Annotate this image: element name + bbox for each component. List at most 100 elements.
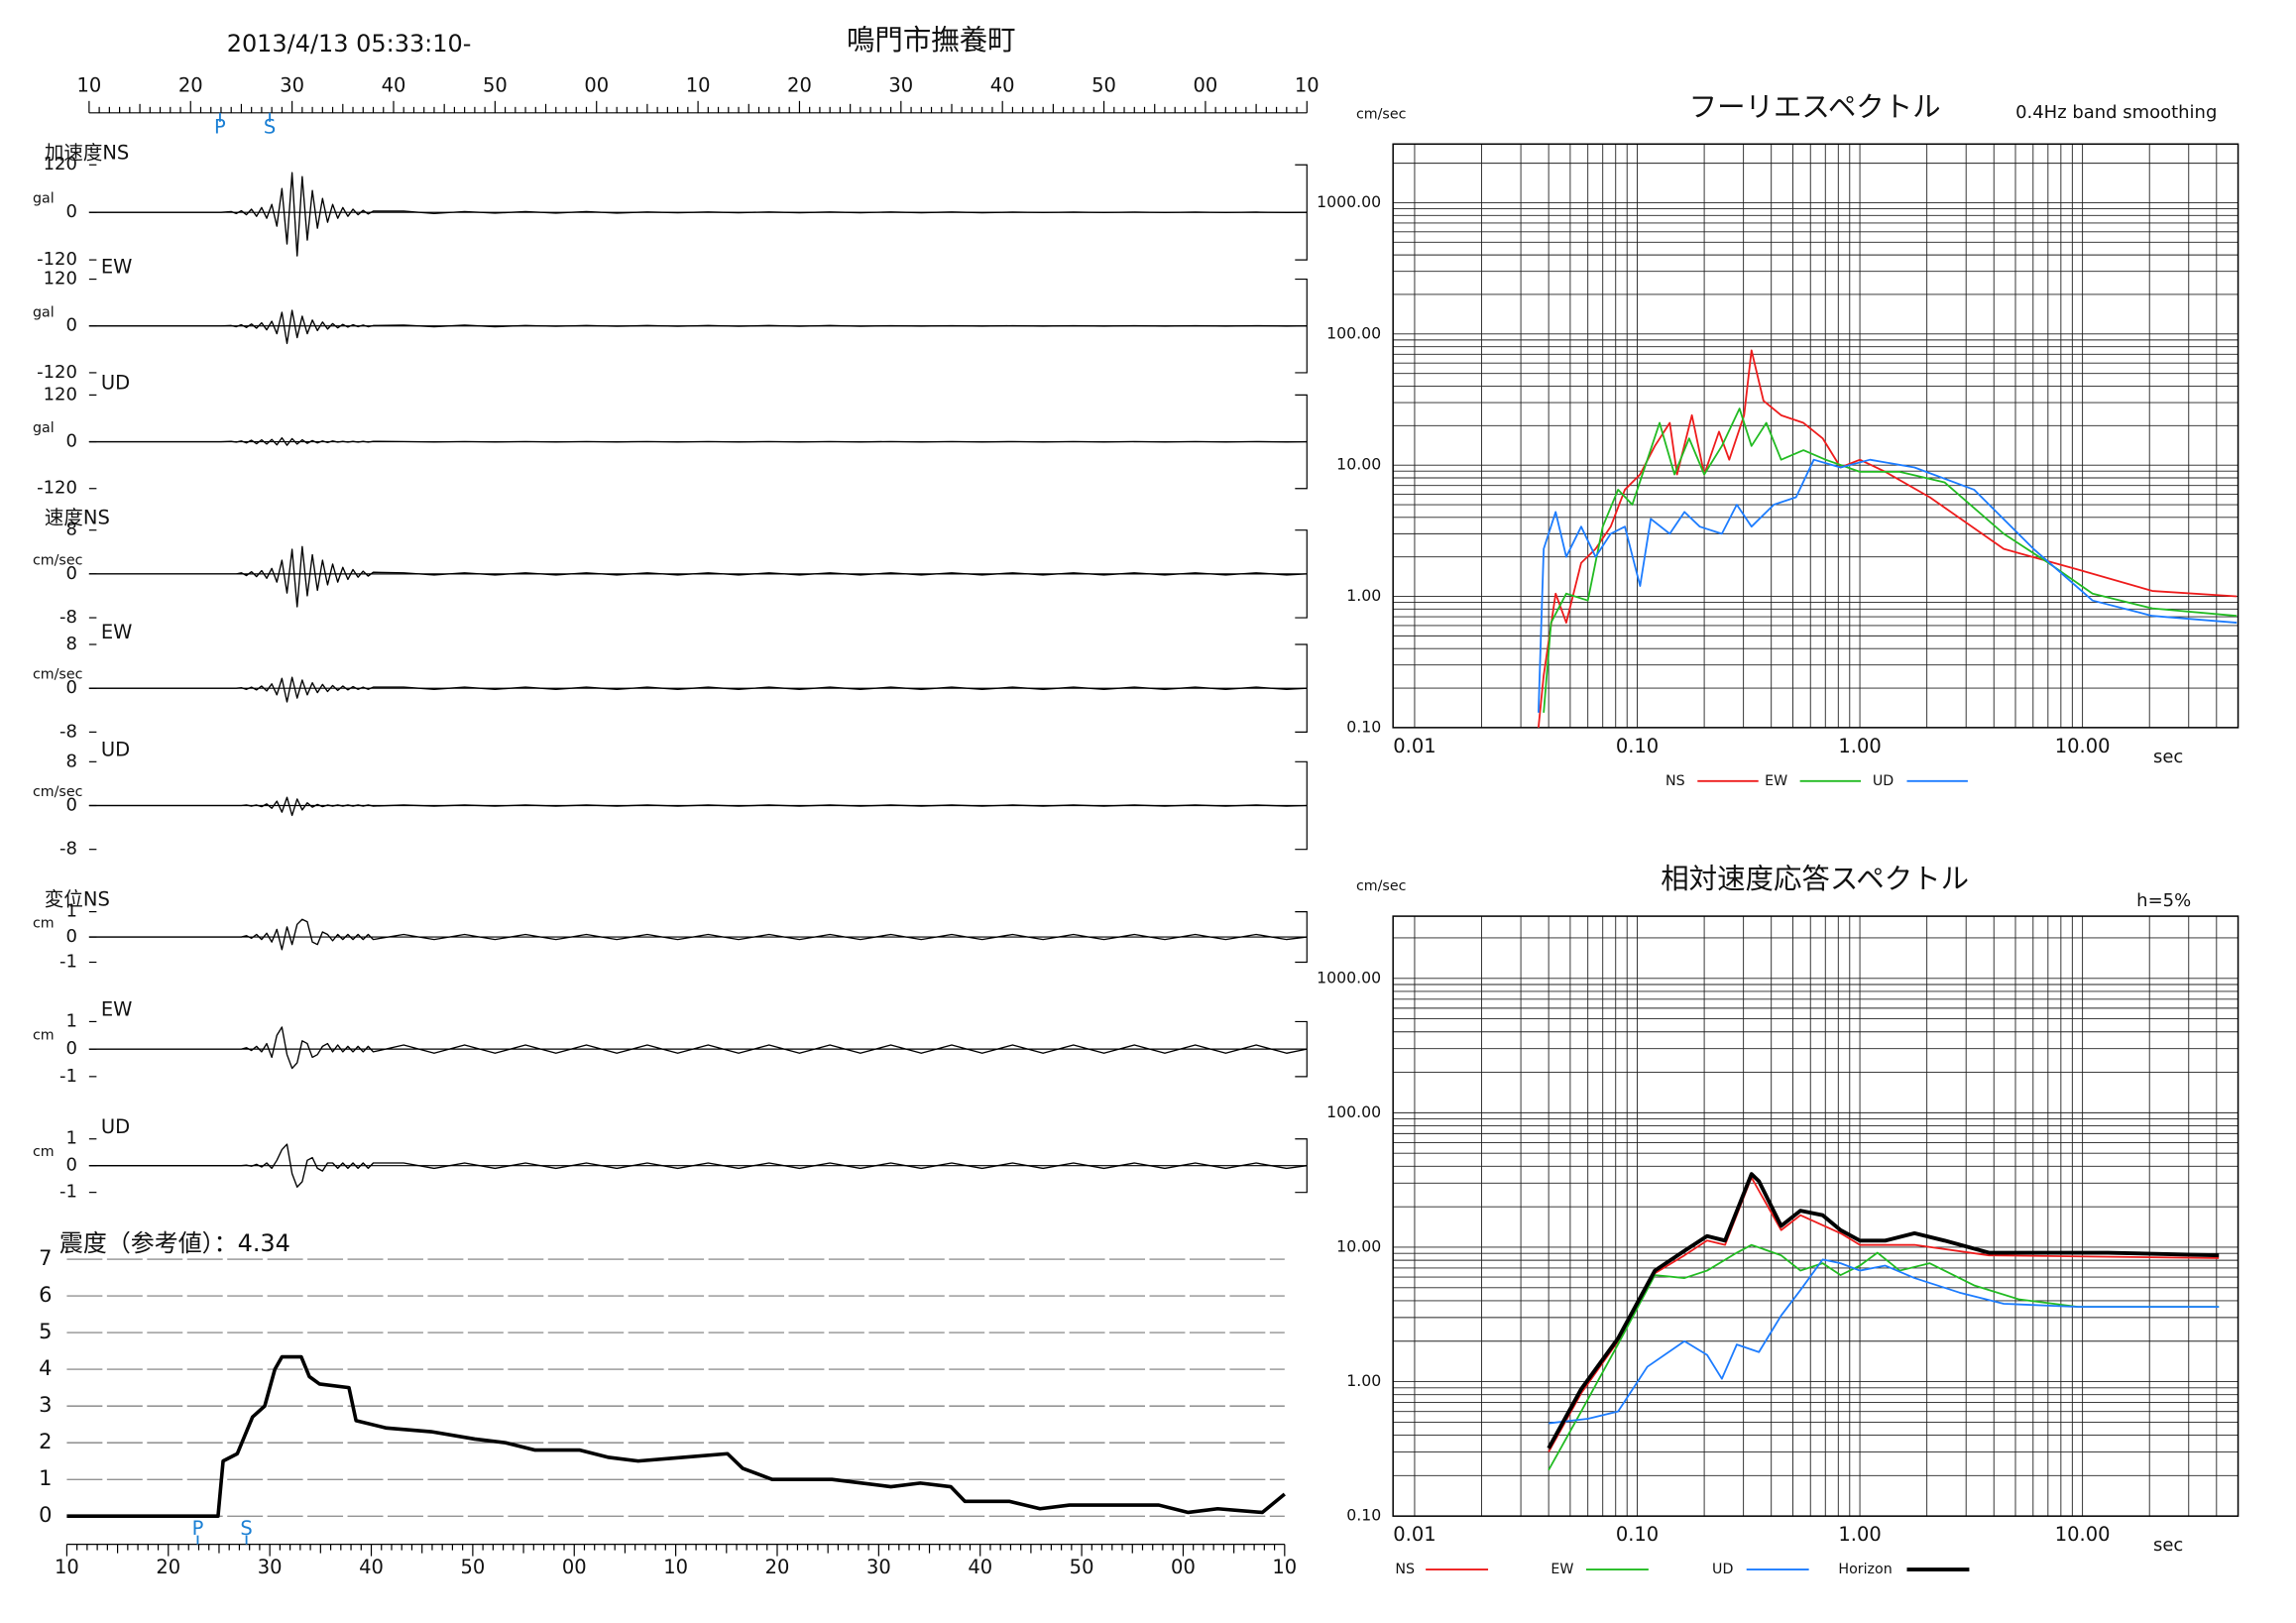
x-tick-label: 10 xyxy=(663,1556,688,1578)
spectrum-line xyxy=(1537,458,2238,713)
y-tick-label: -120 xyxy=(37,249,77,270)
trace-component: EW xyxy=(101,255,133,278)
y-tick-label: -120 xyxy=(37,478,77,499)
trace-unit: cm/sec xyxy=(33,552,82,568)
x-tick-label: 50 xyxy=(483,73,508,96)
waveform xyxy=(88,309,1308,345)
trace-group: 加速度 xyxy=(45,141,102,164)
spectrum-subtitle: h=5% xyxy=(2136,890,2191,911)
y-tick-label: 2 xyxy=(39,1430,52,1453)
y-tick-label: 10.00 xyxy=(1336,455,1381,474)
y-tick-label: 0 xyxy=(65,795,76,816)
trace-label: EW xyxy=(101,255,133,278)
trace-label: UD xyxy=(101,738,130,760)
y-tick-label: 0.10 xyxy=(1346,717,1381,736)
y-tick-label: 0 xyxy=(65,315,76,336)
intensity-title: 震度（参考値）：4.34 xyxy=(59,1229,290,1257)
spectrum-line xyxy=(1548,1176,2220,1452)
y-tick-label: -8 xyxy=(59,721,77,742)
x-tick-label: 10.00 xyxy=(2055,735,2111,757)
x-tick-label: 20 xyxy=(765,1556,790,1578)
spectrum-line xyxy=(1543,407,2238,713)
y-tick-label: 8 xyxy=(65,634,76,654)
trace-unit: cm xyxy=(33,916,55,932)
plot-frame xyxy=(1392,915,2239,1517)
y-tick-label: 0 xyxy=(65,431,76,452)
waveform xyxy=(88,1143,1308,1188)
y-tick-label: 5 xyxy=(39,1320,52,1343)
phase-label: S xyxy=(240,1517,252,1540)
x-tick-label: 00 xyxy=(584,73,609,96)
plot-frame xyxy=(1392,143,2239,729)
x-tick-label: 40 xyxy=(382,73,406,96)
x-tick-label: 50 xyxy=(1091,73,1116,96)
x-tick-label: 1.00 xyxy=(1838,1523,1881,1546)
y-unit: cm/sec xyxy=(1356,878,1406,894)
y-tick-label: 1 xyxy=(39,1466,52,1490)
x-tick-label: 10 xyxy=(55,1556,79,1578)
y-tick-label: 8 xyxy=(65,520,76,540)
y-tick-label: 100.00 xyxy=(1326,1102,1381,1121)
y-tick-label: 1.00 xyxy=(1346,586,1381,605)
y-tick-label: 10.00 xyxy=(1336,1236,1381,1255)
x-unit: sec xyxy=(2153,1535,2183,1556)
trace-component: NS xyxy=(83,887,110,910)
x-tick-label: 50 xyxy=(1070,1556,1094,1578)
x-tick-label: 40 xyxy=(968,1556,992,1578)
y-tick-label: 0 xyxy=(65,201,76,222)
y-tick-label: 120 xyxy=(44,384,77,405)
trace-component: EW xyxy=(101,997,133,1020)
y-tick-label: -1 xyxy=(59,1066,77,1087)
y-tick-label: 6 xyxy=(39,1283,52,1307)
y-tick-label: 7 xyxy=(39,1246,52,1270)
trace-group: 速度 xyxy=(45,506,83,528)
x-tick-label: 40 xyxy=(990,73,1015,96)
x-tick-label: 50 xyxy=(460,1556,485,1578)
spectrum-title: 相対速度応答スペクトル xyxy=(1661,863,1969,895)
x-tick-label: 00 xyxy=(1171,1556,1196,1578)
waveform xyxy=(88,676,1308,703)
y-tick-label: -1 xyxy=(59,952,77,973)
y-tick-label: -120 xyxy=(37,362,77,383)
spectrum-subtitle: 0.4Hz band smoothing xyxy=(2015,102,2217,123)
legend-label: UD xyxy=(1712,1562,1733,1577)
trace-component: UD xyxy=(101,738,130,760)
legend-label: EW xyxy=(1550,1562,1573,1577)
trace-unit: gal xyxy=(33,420,55,436)
spectrum-line xyxy=(1537,349,2238,728)
legend-label: NS xyxy=(1395,1562,1415,1577)
datetime: 2013/4/13 05:33:10- xyxy=(227,30,472,58)
y-tick-label: 100.00 xyxy=(1326,323,1381,342)
x-tick-label: 20 xyxy=(156,1556,180,1578)
legend-label: UD xyxy=(1873,773,1894,789)
y-tick-label: 0 xyxy=(65,677,76,698)
x-tick-label: 10 xyxy=(1295,73,1320,96)
trace-unit: gal xyxy=(33,304,55,320)
y-tick-label: 0 xyxy=(65,926,76,947)
trace-component: NS xyxy=(83,506,110,528)
y-tick-label: 0 xyxy=(39,1503,52,1527)
legend-label: Horizon xyxy=(1838,1562,1892,1577)
waveform xyxy=(88,1026,1308,1070)
waveform xyxy=(88,172,1308,257)
trace-unit: cm xyxy=(33,1144,55,1160)
x-tick-label: 1.00 xyxy=(1838,735,1881,757)
x-unit: sec xyxy=(2153,747,2183,767)
y-tick-label: 1.00 xyxy=(1346,1371,1381,1390)
trace-label: 速度NS xyxy=(45,506,110,528)
y-unit: cm/sec xyxy=(1356,106,1406,122)
trace-component: UD xyxy=(101,371,130,394)
legend-label: EW xyxy=(1765,773,1787,789)
trace-frame xyxy=(1295,643,1308,733)
y-tick-label: 0 xyxy=(65,1038,76,1059)
trace-component: EW xyxy=(101,621,133,643)
trace-label: EW xyxy=(101,997,133,1020)
x-tick-label: 30 xyxy=(888,73,913,96)
x-tick-label: 0.01 xyxy=(1393,735,1435,757)
y-tick-label: 1 xyxy=(65,1010,76,1031)
trace-label: UD xyxy=(101,1114,130,1137)
x-tick-label: 20 xyxy=(178,73,203,96)
spectrum-line xyxy=(1547,1172,2220,1449)
